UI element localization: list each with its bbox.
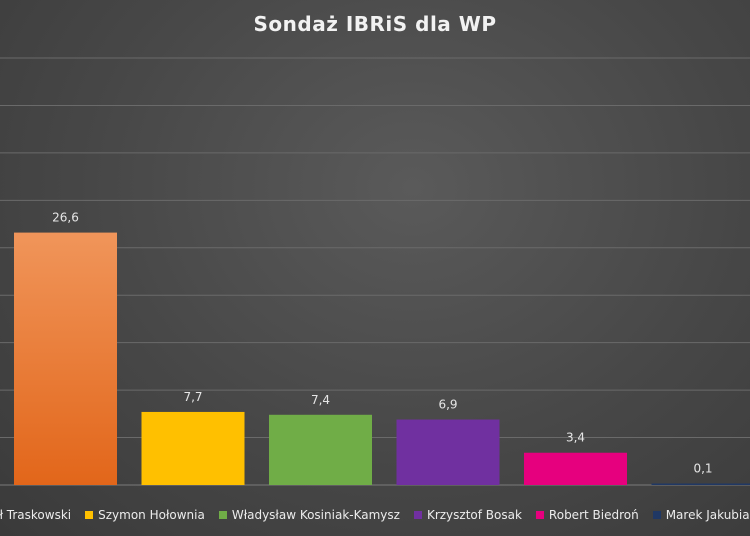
legend-swatch <box>652 510 661 519</box>
legend-swatch <box>535 510 544 519</box>
data-label: 6,9 <box>438 398 457 412</box>
bar <box>651 483 750 485</box>
legend-label: Marek Jakubiak <box>665 508 750 522</box>
legend-entry: fał Traskowski <box>0 508 71 522</box>
data-label: 3,4 <box>566 431 585 445</box>
chart-title: Sondaż IBRiS dla WP <box>253 12 497 36</box>
legend-label: Szymon Hołownia <box>98 508 205 522</box>
data-labels: 26,6 7,7 7,4 6,9 3,4 0,1 <box>52 211 712 476</box>
bars <box>14 232 750 485</box>
legend-label: Robert Biedroń <box>548 508 639 522</box>
legend-label: Władysław Kosiniak-Kamysz <box>231 508 400 522</box>
legend-swatch <box>85 510 94 519</box>
data-label: 7,4 <box>311 393 330 407</box>
legend-swatch <box>218 510 227 519</box>
bar <box>141 411 245 485</box>
bar <box>14 232 117 485</box>
bar <box>524 452 627 485</box>
legend-label: fał Traskowski <box>0 508 72 522</box>
data-label: 0,1 <box>693 462 712 476</box>
legend-entry: Szymon Hołownia <box>85 508 205 522</box>
legend-swatch <box>413 510 422 519</box>
legend-entry: Władysław Kosiniak-Kamysz <box>218 508 400 522</box>
legend-label: Krzysztof Bosak <box>426 508 522 522</box>
legend-entry: Robert Biedroń <box>535 508 639 522</box>
data-label: 7,7 <box>183 390 202 404</box>
legend-entry: Marek Jakubiak <box>652 508 750 522</box>
legend-entry: Krzysztof Bosak <box>413 508 522 522</box>
bar <box>396 419 500 485</box>
data-label: 26,6 <box>52 211 79 225</box>
legend: fał Traskowski Szymon Hołownia Władysław K… <box>0 508 750 522</box>
bar <box>269 414 372 485</box>
